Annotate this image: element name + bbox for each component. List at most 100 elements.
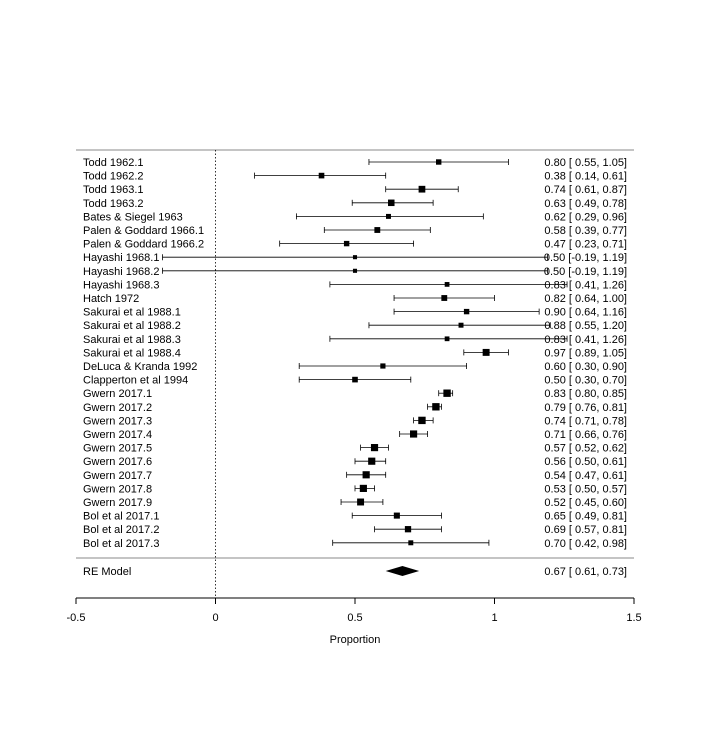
study-row: Gwern 2017.9 0.52 [ 0.45, 0.60] xyxy=(83,497,627,509)
study-label: Hatch 1972 xyxy=(83,293,139,305)
x-tick-label: 1.5 xyxy=(626,612,641,624)
ci-text: 0.47 [ 0.23, 0.71] xyxy=(544,239,627,251)
study-label: Palen & Goddard 1966.1 xyxy=(83,225,204,237)
study-row: Todd 1963.2 0.63 [ 0.49, 0.78] xyxy=(83,198,627,210)
point-estimate xyxy=(393,512,400,519)
study-row: Gwern 2017.8 0.53 [ 0.50, 0.57] xyxy=(83,483,627,495)
study-label: Gwern 2017.2 xyxy=(83,402,152,414)
study-label: Palen & Goddard 1966.2 xyxy=(83,239,204,251)
point-estimate xyxy=(352,268,358,273)
point-estimate xyxy=(436,159,442,165)
study-label: Gwern 2017.5 xyxy=(83,443,152,455)
ci-text: 0.83 [ 0.80, 0.85] xyxy=(544,388,627,400)
ci-text: 0.88 [ 0.55, 1.20] xyxy=(544,320,627,332)
ci-text: 0.70 [ 0.42, 0.98] xyxy=(544,538,627,550)
point-estimate xyxy=(318,172,325,179)
ci-text: 0.65 [ 0.49, 0.81] xyxy=(544,511,627,523)
point-estimate xyxy=(370,444,379,452)
study-row: Todd 1963.1 0.74 [ 0.61, 0.87] xyxy=(83,184,627,196)
summary-row: RE Model 0.67 [ 0.61, 0.73] xyxy=(83,566,627,578)
point-estimate xyxy=(374,227,381,233)
study-row: Bol et al 2017.2 0.69 [ 0.57, 0.81] xyxy=(83,524,627,536)
ci-text: 0.74 [ 0.71, 0.78] xyxy=(544,415,627,427)
ci-text: 0.80 [ 0.55, 1.05] xyxy=(544,157,627,169)
study-row: Gwern 2017.6 0.56 [ 0.50, 0.61] xyxy=(83,456,627,468)
point-estimate xyxy=(352,376,358,383)
point-estimate xyxy=(357,498,365,506)
point-estimate xyxy=(380,363,386,369)
point-estimate xyxy=(418,185,426,193)
study-label: Hayashi 1968.1 xyxy=(83,252,159,264)
ci-text: 0.56 [ 0.50, 0.61] xyxy=(544,456,627,468)
point-estimate xyxy=(418,416,426,425)
point-estimate xyxy=(441,295,448,301)
ci-text: 0.50 [-0.19, 1.19] xyxy=(544,266,627,278)
study-label: Gwern 2017.3 xyxy=(83,415,152,427)
study-row: Gwern 2017.5 0.57 [ 0.52, 0.62] xyxy=(83,443,627,455)
study-label: Sakurai et al 1988.4 xyxy=(83,347,181,359)
x-axis: -0.5 0 0.5 1 1.5 xyxy=(67,597,642,624)
ci-text: 0.38 [ 0.14, 0.61] xyxy=(544,171,627,183)
point-estimate xyxy=(362,471,370,479)
point-estimate xyxy=(444,282,450,287)
ci-text: 0.90 [ 0.64, 1.16] xyxy=(544,307,627,319)
x-tick-label: 0 xyxy=(212,612,218,624)
point-estimate xyxy=(404,526,412,533)
study-row: Hatch 1972 0.82 [ 0.64, 1.00] xyxy=(83,293,627,305)
point-estimate xyxy=(482,348,490,356)
study-row: Sakurai et al 1988.1 0.90 [ 0.64, 1.16] xyxy=(83,307,627,319)
study-row: Gwern 2017.3 0.74 [ 0.71, 0.78] xyxy=(83,415,627,427)
study-label: Todd 1962.2 xyxy=(83,171,144,183)
point-estimate xyxy=(410,430,418,438)
x-tick-label: 0.5 xyxy=(347,612,362,624)
study-label: Sakurai et al 1988.1 xyxy=(83,307,181,319)
ci-text: 0.69 [ 0.57, 0.81] xyxy=(544,524,627,536)
ci-text: 0.50 [ 0.30, 0.70] xyxy=(544,375,627,387)
summary-diamond xyxy=(385,566,420,576)
point-estimate xyxy=(443,389,451,397)
point-estimate xyxy=(444,336,450,342)
study-label: Bol et al 2017.1 xyxy=(83,511,159,523)
study-label: Gwern 2017.6 xyxy=(83,456,152,468)
study-row: Gwern 2017.4 0.71 [ 0.66, 0.76] xyxy=(83,429,627,441)
ci-text: 0.54 [ 0.47, 0.61] xyxy=(544,470,627,482)
point-estimate xyxy=(386,213,391,219)
x-tick-label: 1 xyxy=(491,612,497,624)
summary-label: RE Model xyxy=(83,566,131,578)
study-row: DeLuca & Kranda 1992 0.60 [ 0.30, 0.90] xyxy=(83,361,627,373)
study-row: Palen & Goddard 1966.2 0.47 [ 0.23, 0.71] xyxy=(83,239,627,251)
study-row: Sakurai et al 1988.2 0.88 [ 0.55, 1.20] xyxy=(83,320,627,332)
point-estimate xyxy=(408,540,414,546)
study-row: Palen & Goddard 1966.1 0.58 [ 0.39, 0.77] xyxy=(83,225,627,237)
study-label: Gwern 2017.9 xyxy=(83,497,152,509)
study-row: Todd 1962.1 0.80 [ 0.55, 1.05] xyxy=(83,157,627,169)
point-estimate xyxy=(388,199,395,207)
ci-text: 0.83 [ 0.41, 1.26] xyxy=(544,334,627,346)
study-row: Clapperton et al 1994 0.50 [ 0.30, 0.70] xyxy=(83,375,627,387)
ci-text: 0.71 [ 0.66, 0.76] xyxy=(544,429,627,441)
point-estimate xyxy=(368,457,376,465)
study-row: Hayashi 1968.1 0.50 [-0.19, 1.19] xyxy=(83,252,627,264)
ci-text: 0.53 [ 0.50, 0.57] xyxy=(544,483,627,495)
ci-text: 0.58 [ 0.39, 0.77] xyxy=(544,225,627,237)
ci-text: 0.60 [ 0.30, 0.90] xyxy=(544,361,627,373)
study-label: Bol et al 2017.2 xyxy=(83,524,159,536)
study-rows: Todd 1962.1 0.80 [ 0.55, 1.05] Todd 1962.2… xyxy=(83,157,627,550)
study-label: Gwern 2017.4 xyxy=(83,429,152,441)
point-estimate xyxy=(458,322,464,328)
ci-text: 0.63 [ 0.49, 0.78] xyxy=(544,198,627,210)
ci-text: 0.50 [-0.19, 1.19] xyxy=(544,252,627,264)
ci-text: 0.97 [ 0.89, 1.05] xyxy=(544,347,627,359)
summary-ci-text: 0.67 [ 0.61, 0.73] xyxy=(544,566,627,578)
ci-text: 0.57 [ 0.52, 0.62] xyxy=(544,443,627,455)
point-estimate xyxy=(343,240,350,247)
study-label: Sakurai et al 1988.3 xyxy=(83,334,181,346)
study-label: Hayashi 1968.3 xyxy=(83,279,159,291)
study-row: Gwern 2017.7 0.54 [ 0.47, 0.61] xyxy=(83,470,627,482)
study-row: Bol et al 2017.3 0.70 [ 0.42, 0.98] xyxy=(83,538,627,550)
ci-text: 0.52 [ 0.45, 0.60] xyxy=(544,497,627,509)
study-label: Gwern 2017.8 xyxy=(83,483,152,495)
x-axis-label: Proportion xyxy=(330,634,381,646)
study-label: Bol et al 2017.3 xyxy=(83,538,159,550)
study-row: Hayashi 1968.2 0.50 [-0.19, 1.19] xyxy=(83,266,627,278)
